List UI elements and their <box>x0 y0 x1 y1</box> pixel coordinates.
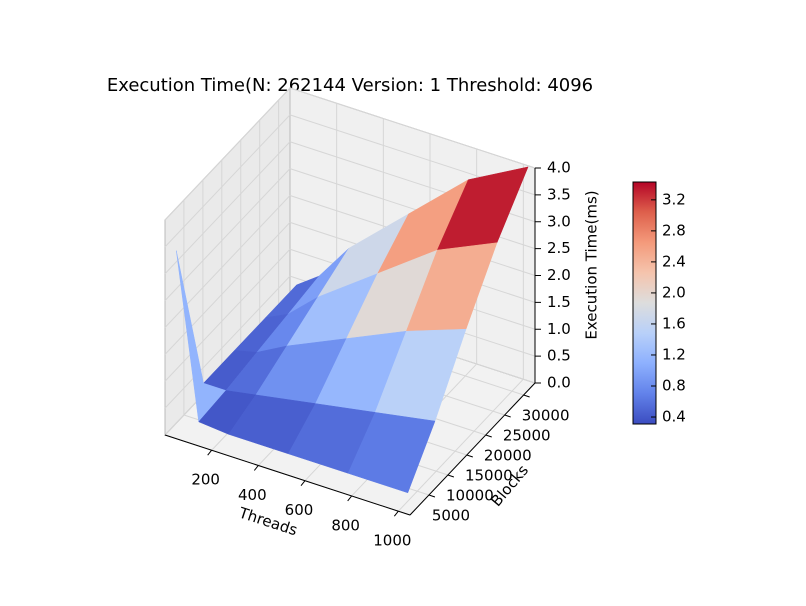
grid-line <box>397 378 524 512</box>
grid-line <box>164 275 291 409</box>
z-tick-label: 3.5 <box>547 185 571 203</box>
z-tick-label: 1.5 <box>547 293 571 311</box>
y-tick <box>447 474 455 478</box>
x-tick-label: 600 <box>285 501 314 519</box>
y-tick <box>428 494 436 498</box>
x-tick <box>347 495 353 502</box>
z-axis-label: Execution Time(ms) <box>583 190 601 339</box>
axis-line <box>409 382 536 516</box>
y-tick-label: 25000 <box>503 427 551 445</box>
grid-line <box>164 87 291 221</box>
colorbar-tick-label: 0.4 <box>662 408 686 426</box>
y-tick <box>504 414 511 418</box>
colorbar-tick-label: 2.0 <box>662 283 686 301</box>
grid-line <box>289 87 536 169</box>
grid-line <box>164 248 291 382</box>
z-tick-label: 2.0 <box>547 266 571 284</box>
chart-title: Execution Time(N: 262144 Version: 1 Thre… <box>107 75 593 96</box>
colorbar-tick-label: 2.4 <box>662 252 686 270</box>
x-tick <box>207 449 213 456</box>
z-tick-label: 4.0 <box>547 159 571 177</box>
colorbar-tick-label: 1.6 <box>662 314 686 332</box>
x-tick-label: 800 <box>331 516 360 534</box>
x-tick <box>393 510 399 517</box>
z-tick-label: 0.0 <box>547 374 571 392</box>
colorbar-tick-label: 2.8 <box>662 221 686 239</box>
surface-face <box>347 412 436 494</box>
colorbar-tick-label: 1.2 <box>662 345 686 363</box>
x-tick <box>253 465 259 471</box>
y-tick <box>523 394 530 398</box>
x-tick-label: 400 <box>238 486 267 504</box>
z-tick-label: 2.5 <box>547 239 571 257</box>
y-tick-label: 15000 <box>465 467 513 485</box>
y-tick-label: 5000 <box>432 507 470 525</box>
y-tick <box>485 434 492 438</box>
grid-line <box>164 141 291 275</box>
y-tick-label: 20000 <box>484 447 532 465</box>
grid-line <box>164 114 291 248</box>
y-tick-label: 30000 <box>522 407 570 425</box>
colorbar-tick-label: 0.8 <box>662 376 686 394</box>
colorbar <box>632 181 657 425</box>
grid-line <box>164 222 291 355</box>
y-tick-label: 10000 <box>446 487 494 505</box>
x-tick-label: 1000 <box>373 532 411 550</box>
z-tick-label: 1.0 <box>547 320 571 338</box>
z-tick-label: 0.5 <box>547 347 571 365</box>
x-tick <box>300 480 306 487</box>
y-tick <box>466 454 473 458</box>
colorbar-tick-label: 3.2 <box>662 190 686 208</box>
axis-line <box>164 434 411 516</box>
z-tick-label: 3.0 <box>547 212 571 230</box>
grid-line <box>164 168 291 301</box>
x-tick-label: 200 <box>191 471 220 489</box>
